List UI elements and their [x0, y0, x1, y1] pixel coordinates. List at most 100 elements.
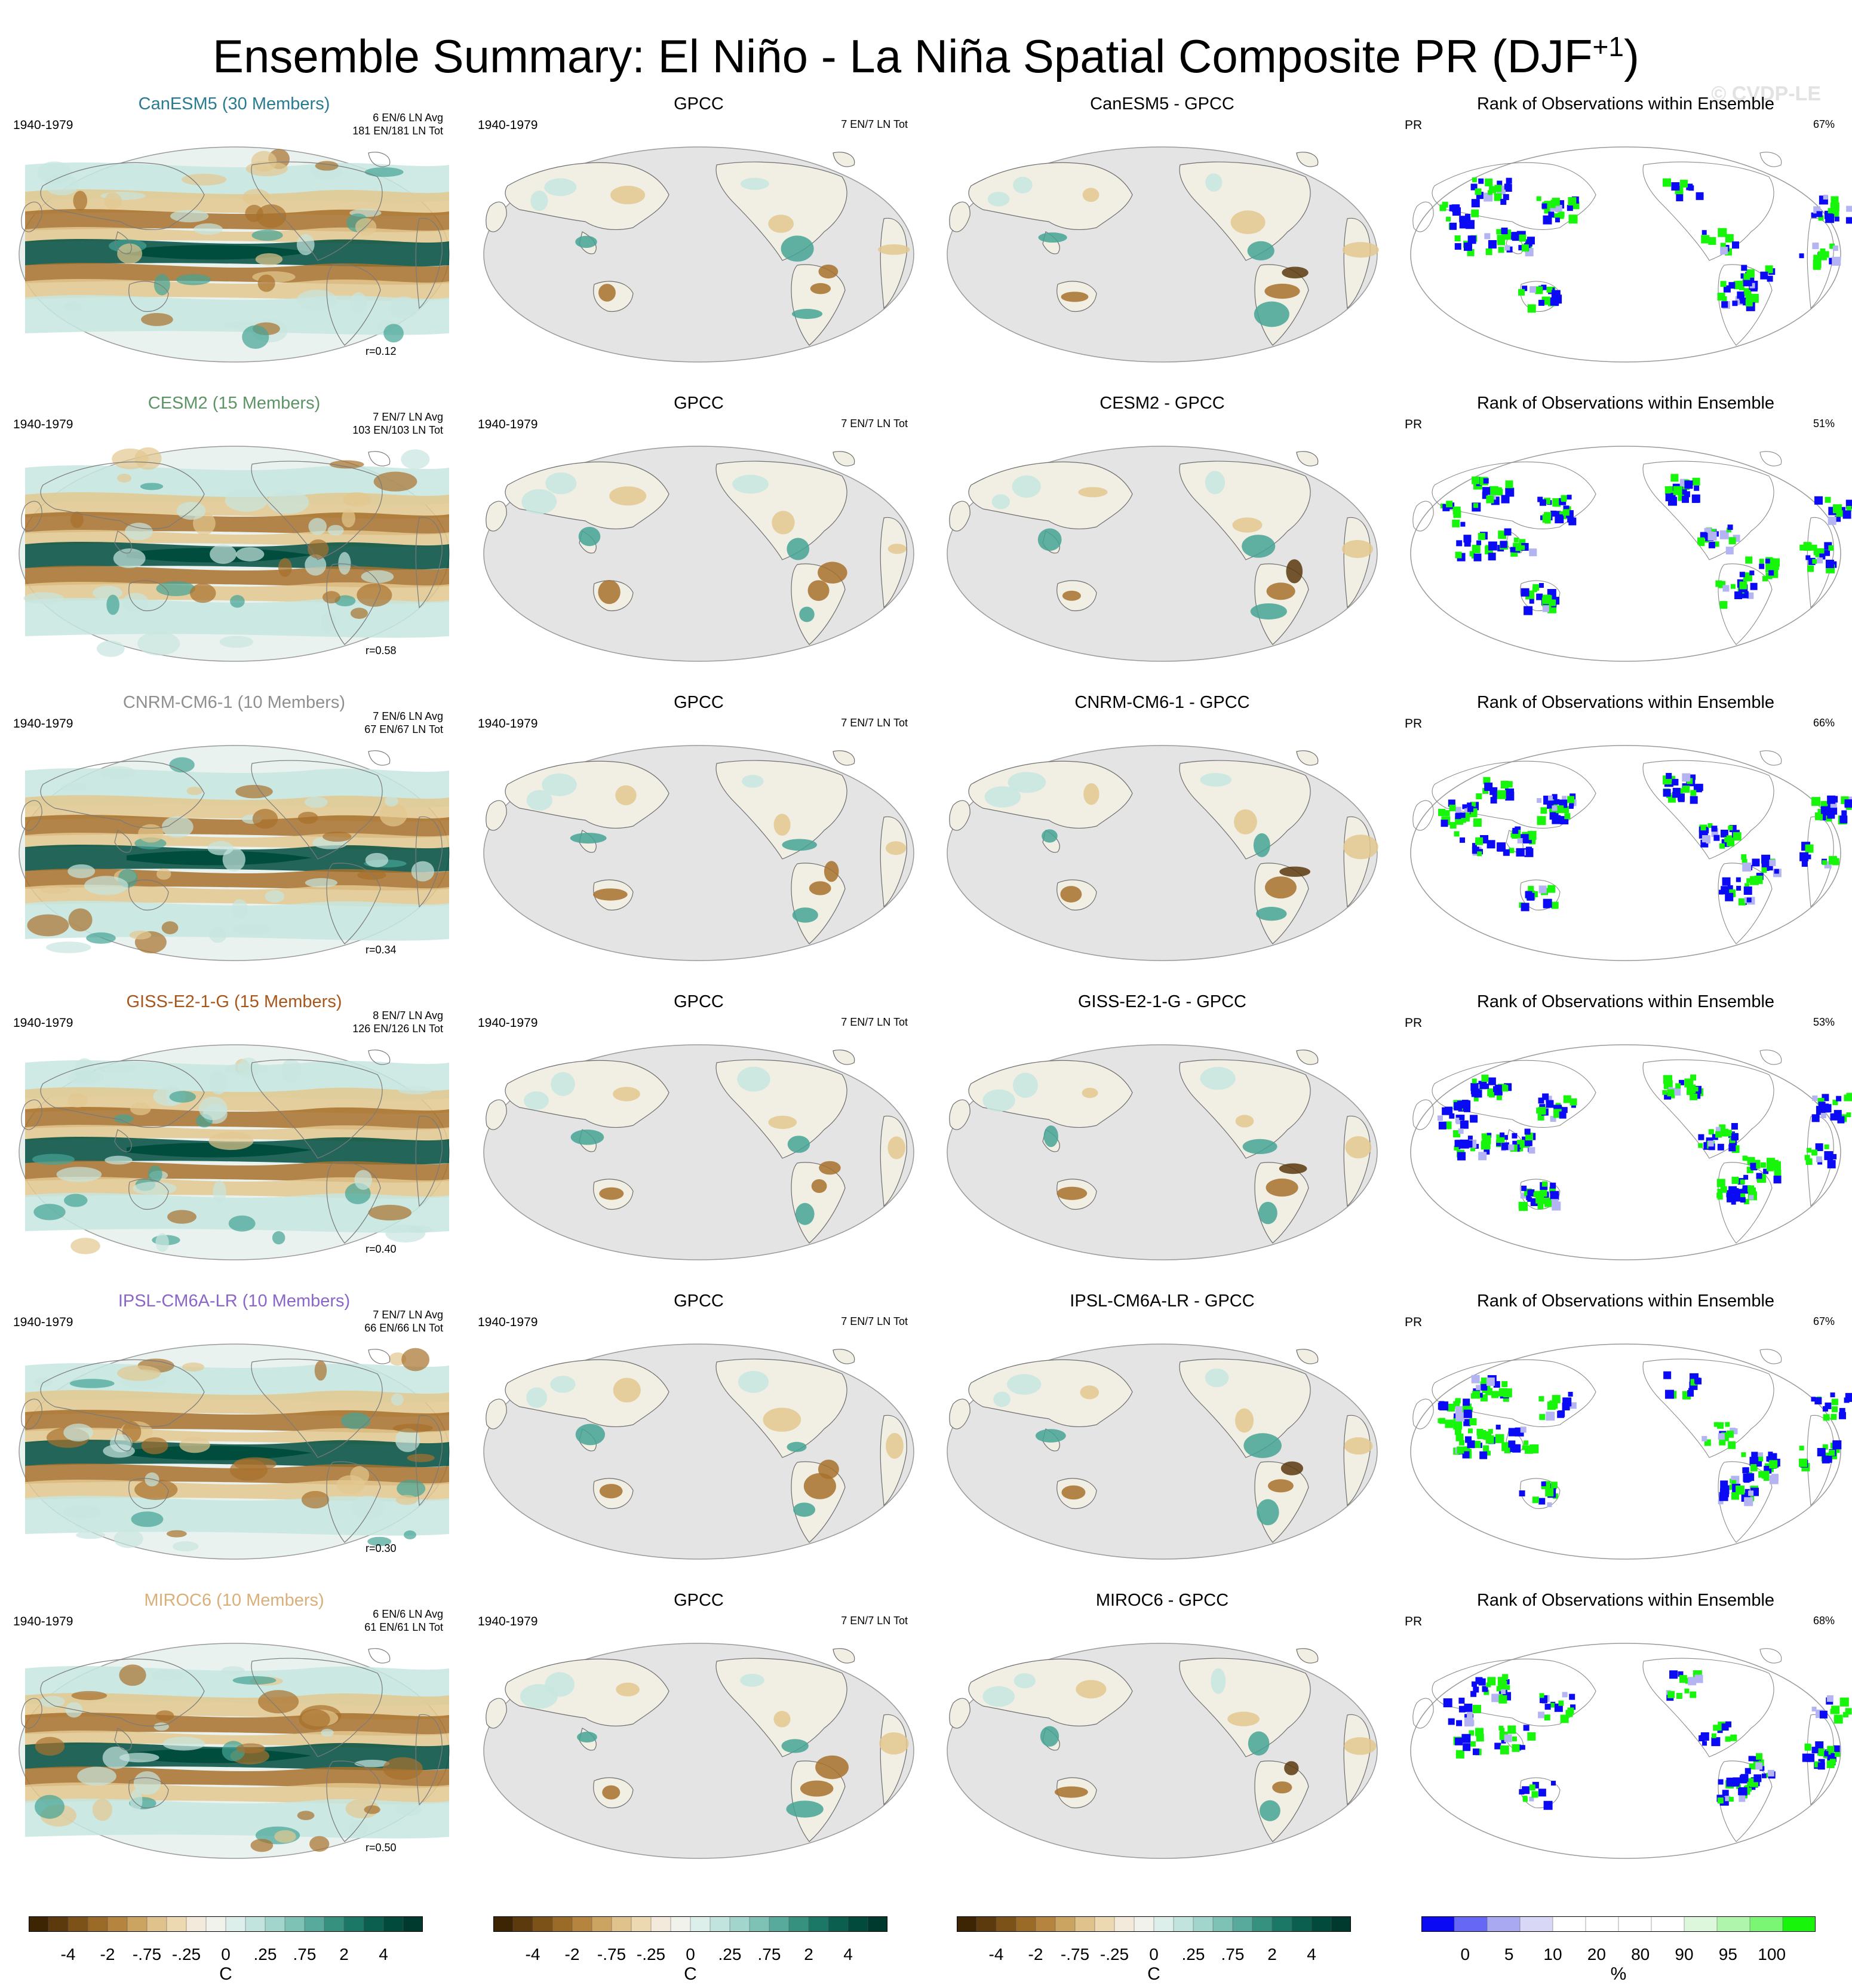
panel-title: GPCC: [674, 1591, 724, 1610]
rank-cell: [1537, 496, 1543, 502]
rank-cell: [1470, 1741, 1476, 1747]
event-count-total: 126 EN/126 LN Tot: [352, 1023, 443, 1035]
anomaly-blob: [578, 526, 601, 547]
anomaly-blob: [545, 472, 577, 495]
rank-cell: [1568, 214, 1578, 224]
rank-cell: [1484, 1148, 1490, 1155]
rank-cell: [1684, 1688, 1690, 1694]
anomaly-blob: [321, 612, 336, 633]
rank-cell: [1717, 1188, 1723, 1194]
precip-band: [25, 1798, 449, 1839]
rank-cell: [1769, 1460, 1778, 1469]
rank-cell: [1534, 1191, 1540, 1197]
rank-cell: [1828, 856, 1837, 865]
rank-cell: [1439, 1401, 1445, 1407]
rank-cell: [1542, 594, 1550, 603]
rank-cell: [1546, 286, 1553, 293]
rank-cell: [1741, 265, 1747, 271]
anomaly-blob: [1227, 1711, 1260, 1726]
variable-label: PR: [1405, 118, 1423, 132]
anomaly-blob: [394, 1804, 422, 1816]
obs-map: [483, 446, 914, 662]
rank-cell: [1728, 1144, 1736, 1152]
panel-title: Rank of Observations within Ensemble: [1476, 1591, 1775, 1610]
panel-obs-row-4: GPCC 1940-1979 7 EN/7 LN Tot: [472, 973, 926, 1272]
rank-cell: [1568, 517, 1577, 526]
rank-percent: 53%: [1813, 1016, 1835, 1028]
rank-cell: [1818, 1759, 1825, 1766]
anomaly-blob: [1200, 773, 1231, 787]
rank-cell: [1557, 1410, 1565, 1418]
rank-cell: [1463, 1743, 1471, 1751]
land-africa: [1343, 1115, 1371, 1207]
rank-cell: [1701, 835, 1710, 844]
anomaly-blob: [1013, 1673, 1036, 1689]
rank-cell: [1476, 1385, 1482, 1391]
rank-cell: [1500, 541, 1507, 548]
colorbar-swatch: [650, 1916, 671, 1932]
rank-cell: [1550, 297, 1559, 306]
anomaly-blob: [32, 1153, 75, 1165]
anomaly-blob: [323, 591, 340, 604]
event-count: 7 EN/6 LN Avg 67 EN/67 LN Tot: [364, 710, 443, 736]
rank-cell: [1542, 514, 1551, 523]
rank-cell: [1465, 1436, 1472, 1443]
rank-cell: [1817, 809, 1823, 814]
rank-cell: [1510, 547, 1516, 553]
rank-cell: [1733, 1780, 1740, 1787]
colorbar-swatch: [225, 1916, 246, 1932]
rank-cell: [1662, 1090, 1667, 1095]
rank-cell: [1527, 1189, 1535, 1197]
land-greenland: [833, 750, 855, 766]
rank-cell: [1820, 1112, 1826, 1118]
colorbar-swatch: [976, 1916, 997, 1932]
anomaly-blob: [819, 1161, 841, 1175]
rank-cell: [1743, 1174, 1749, 1180]
rank-cell: [1681, 495, 1689, 503]
anomaly-blob: [809, 881, 831, 895]
rank-cell: [1718, 1779, 1724, 1785]
rank-cell: [1763, 1475, 1769, 1481]
colorbar-swatch: [788, 1916, 809, 1932]
rank-cell: [1459, 216, 1466, 223]
rank-cell: [1740, 1193, 1746, 1198]
rank-cell: [1455, 1399, 1460, 1404]
rank-cell: [1728, 1441, 1736, 1449]
rank-cell: [1562, 1397, 1572, 1407]
rank-cell: [1726, 835, 1733, 842]
rank-cell: [1743, 1198, 1749, 1204]
rank-cell: [1501, 495, 1510, 504]
anomaly-blob: [787, 538, 810, 560]
rank-cell: [1731, 1122, 1738, 1130]
rank-cell: [1527, 1197, 1532, 1202]
panel-title: GPCC: [674, 394, 724, 413]
colorbar-tick-label: -2: [1028, 1945, 1043, 1964]
rank-cell: [1507, 1725, 1516, 1734]
anomaly-blob: [296, 289, 337, 311]
rank-cell: [1553, 213, 1559, 219]
rank-cell: [1759, 563, 1765, 569]
colorbar-tick-label: -.75: [1060, 1945, 1090, 1964]
rank-cell: [1830, 1115, 1836, 1120]
anomaly-blob: [1061, 1485, 1086, 1500]
anomaly-blob: [1037, 528, 1062, 551]
rank-cell: [1690, 774, 1696, 780]
rank-cell: [1537, 798, 1542, 803]
obs-map: [483, 146, 914, 363]
colorbar-swatch: [1094, 1916, 1115, 1932]
rank-cell: [1552, 1201, 1561, 1211]
anomaly-blob: [807, 580, 830, 601]
rank-cell: [1720, 243, 1726, 249]
anomaly-blob: [161, 921, 179, 934]
rank-cell: [1472, 843, 1477, 848]
anomaly-blob: [297, 1811, 315, 1820]
anomaly-blob: [1040, 1726, 1059, 1747]
rank-cell: [1493, 1381, 1500, 1388]
rank-cell: [1725, 1736, 1731, 1742]
rank-cell: [1498, 1695, 1507, 1704]
rank-cell: [1825, 214, 1835, 223]
rank-cell: [1504, 245, 1510, 251]
rank-cell: [1722, 585, 1730, 592]
rank-cell: [1554, 799, 1560, 805]
rank-cell: [1544, 207, 1551, 214]
